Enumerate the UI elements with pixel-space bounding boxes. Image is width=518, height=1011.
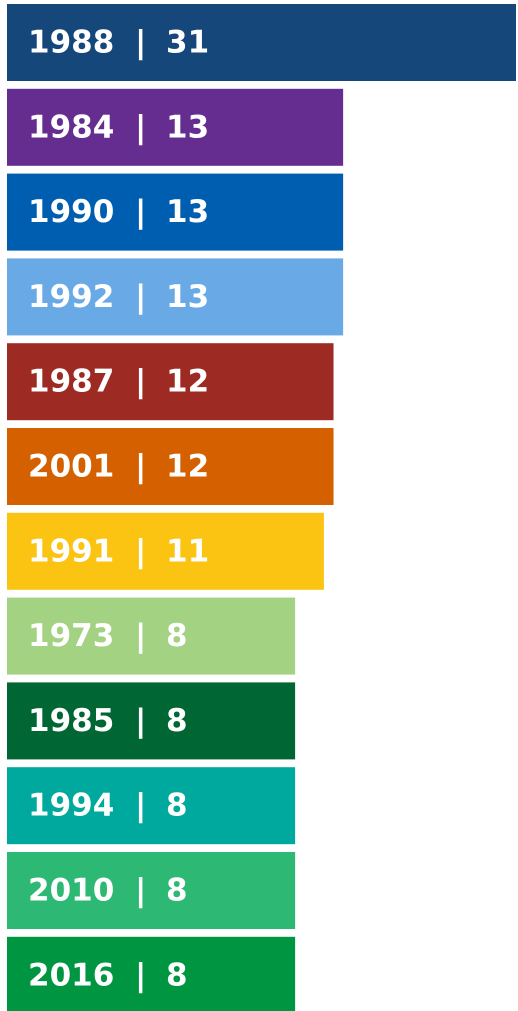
- bar-category-label: 2010: [28, 873, 114, 909]
- bar: [7, 88, 344, 166]
- bar: [7, 343, 334, 421]
- bar-value-label: 8: [166, 788, 188, 824]
- bar: [7, 682, 296, 760]
- bar: [7, 258, 344, 336]
- bar-value-label: 8: [166, 957, 188, 993]
- bar-label-separator: |: [135, 194, 146, 230]
- bar-category-label: 2016: [28, 957, 114, 993]
- bar-value-label: 8: [166, 703, 188, 739]
- bar: [7, 4, 516, 81]
- bar-category-label: 1992: [28, 279, 114, 315]
- bar: [7, 512, 324, 590]
- bar-category-label: 1990: [28, 194, 114, 230]
- bar-category-label: 1988: [28, 25, 114, 61]
- bar-category-label: 1973: [28, 618, 114, 654]
- bar: [7, 597, 296, 675]
- bar-label-separator: |: [135, 449, 146, 485]
- bar: [7, 936, 296, 1011]
- bar-value-label: 13: [166, 194, 209, 230]
- bar-label-separator: |: [135, 279, 146, 315]
- bar-value-label: 13: [166, 109, 209, 145]
- bar-value-label: 11: [166, 533, 209, 569]
- bar-value-label: 13: [166, 279, 209, 315]
- bar-label-separator: |: [135, 618, 146, 654]
- bar-value-label: 8: [166, 873, 188, 909]
- bar-category-label: 1991: [28, 533, 114, 569]
- bar: [7, 852, 296, 929]
- bar: [7, 173, 344, 251]
- bar-label-separator: |: [135, 703, 146, 739]
- bar-label-separator: |: [135, 957, 146, 993]
- bar: [7, 428, 334, 505]
- bar-value-label: 31: [166, 25, 209, 61]
- bar-label-separator: |: [135, 873, 146, 909]
- bar-label-separator: |: [135, 533, 146, 569]
- bar: [7, 767, 296, 845]
- bar-value-label: 12: [166, 449, 209, 485]
- bar-category-label: 2001: [28, 449, 114, 485]
- bar-value-label: 8: [166, 618, 188, 654]
- bar-category-label: 1987: [28, 364, 114, 400]
- bar-label-separator: |: [135, 364, 146, 400]
- bar-label-separator: |: [135, 788, 146, 824]
- bar-category-label: 1994: [28, 788, 114, 824]
- bar-label-separator: |: [135, 109, 146, 145]
- bar-value-label: 12: [166, 364, 209, 400]
- bar-category-label: 1984: [28, 109, 114, 145]
- bar-category-label: 1985: [28, 703, 114, 739]
- bar-label-separator: |: [135, 25, 146, 61]
